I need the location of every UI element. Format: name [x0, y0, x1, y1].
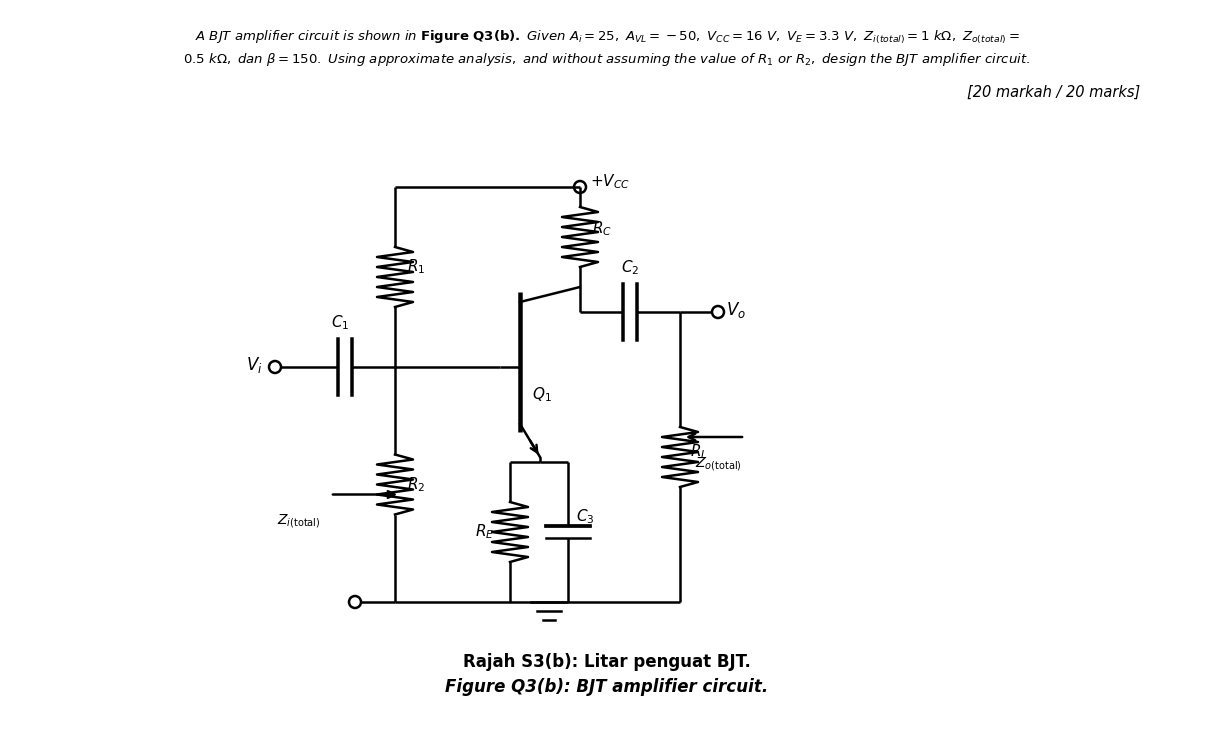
Text: $Q_1$: $Q_1$ — [532, 385, 552, 403]
Text: $C_2$: $C_2$ — [621, 258, 639, 277]
Text: $R_2$: $R_2$ — [407, 475, 425, 494]
Text: $V_o$: $V_o$ — [727, 300, 746, 320]
Text: Rajah S3(b): Litar penguat BJT.: Rajah S3(b): Litar penguat BJT. — [463, 653, 751, 671]
Text: $0.5\ k\Omega,\ dan\ \beta = 150.\ Using\ approximate\ analysis,\ and\ without\ : $0.5\ k\Omega,\ dan\ \beta = 150.\ Using… — [183, 51, 1030, 67]
Text: $C_3$: $C_3$ — [576, 508, 594, 527]
Text: [20 markah / 20 ​marks]: [20 markah / 20 ​marks] — [967, 84, 1140, 99]
Text: $+V_{CC}$: $+V_{CC}$ — [590, 173, 631, 191]
Text: $V_i$: $V_i$ — [247, 355, 262, 375]
Text: $R_1$: $R_1$ — [407, 258, 425, 276]
Text: $R_L$: $R_L$ — [690, 443, 708, 462]
Text: $Z_{o\mathrm{(total)}}$: $Z_{o\mathrm{(total)}}$ — [695, 455, 741, 473]
Text: $R_E$: $R_E$ — [475, 523, 495, 542]
Text: $Z_{i\mathrm{(total)}}$: $Z_{i\mathrm{(total)}}$ — [277, 512, 320, 530]
Text: $R_C$: $R_C$ — [592, 220, 612, 238]
Text: $C_1$: $C_1$ — [330, 313, 349, 332]
Text: Figure Q3(b): BJT amplifier circuit.: Figure Q3(b): BJT amplifier circuit. — [446, 678, 769, 696]
Text: $A$ $BJT$ $amplifier$ $circuit$ $is$ $shown$ $in$ $\bf{Figure\ Q3(b).}$ $Given$ : $A$ $BJT$ $amplifier$ $circuit$ $is$ $sh… — [194, 28, 1019, 46]
